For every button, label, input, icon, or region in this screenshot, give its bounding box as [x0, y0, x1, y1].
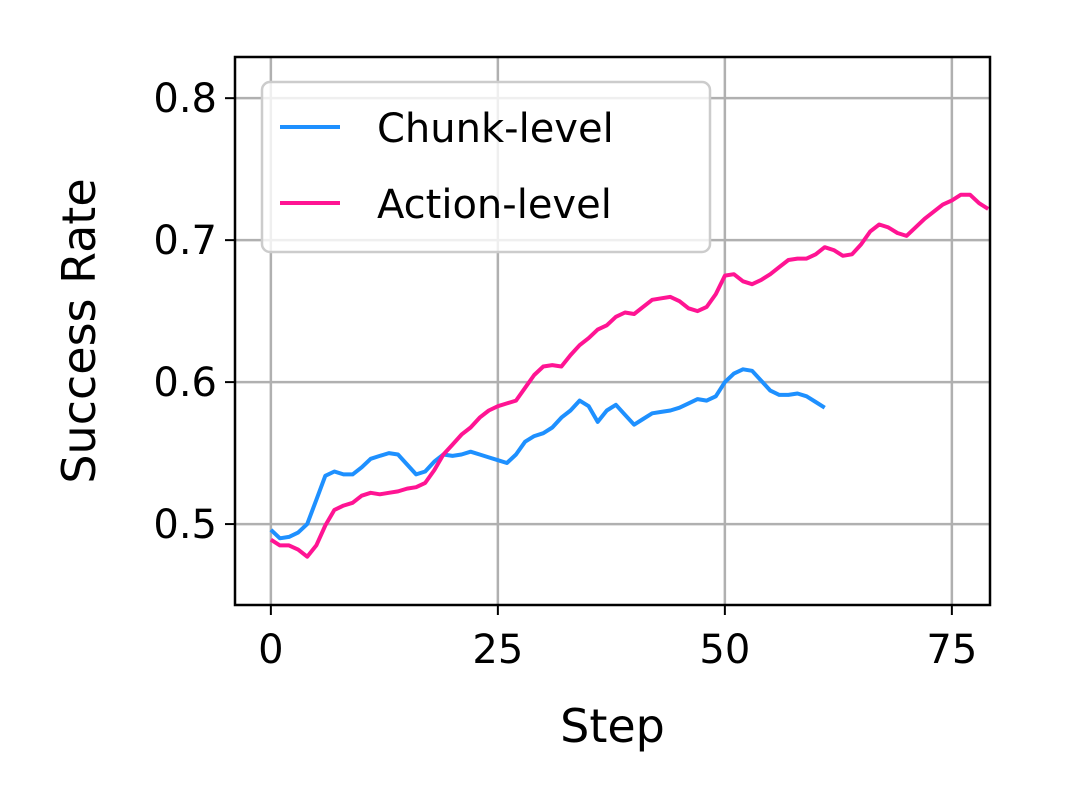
y-tick-label: 0.8	[153, 76, 217, 122]
x-tick-label: 50	[699, 627, 750, 673]
x-axis-label: Step	[560, 699, 665, 753]
y-tick-label: 0.7	[153, 218, 217, 264]
y-tick-label: 0.5	[153, 502, 217, 548]
legend-label-action-level: Action-level	[377, 182, 612, 228]
legend-box	[260, 80, 712, 254]
plot-frame	[233, 55, 992, 607]
y-axis-label: Success Rate	[52, 178, 106, 483]
x-tick-label: 75	[926, 627, 977, 673]
series-lines	[269, 192, 990, 559]
ticks: 0 25 50 75 0.5 0.6 0.7 0.8	[153, 76, 977, 673]
x-tick-label: 0	[258, 627, 283, 673]
legend-label-chunk-level: Chunk-level	[377, 106, 614, 152]
series-line-chunk-level	[269, 367, 826, 541]
series-line-action-level	[269, 192, 990, 559]
legend: Chunk-level Action-level	[260, 80, 712, 254]
y-tick-label: 0.6	[153, 360, 217, 406]
x-tick-label: 25	[472, 627, 523, 673]
